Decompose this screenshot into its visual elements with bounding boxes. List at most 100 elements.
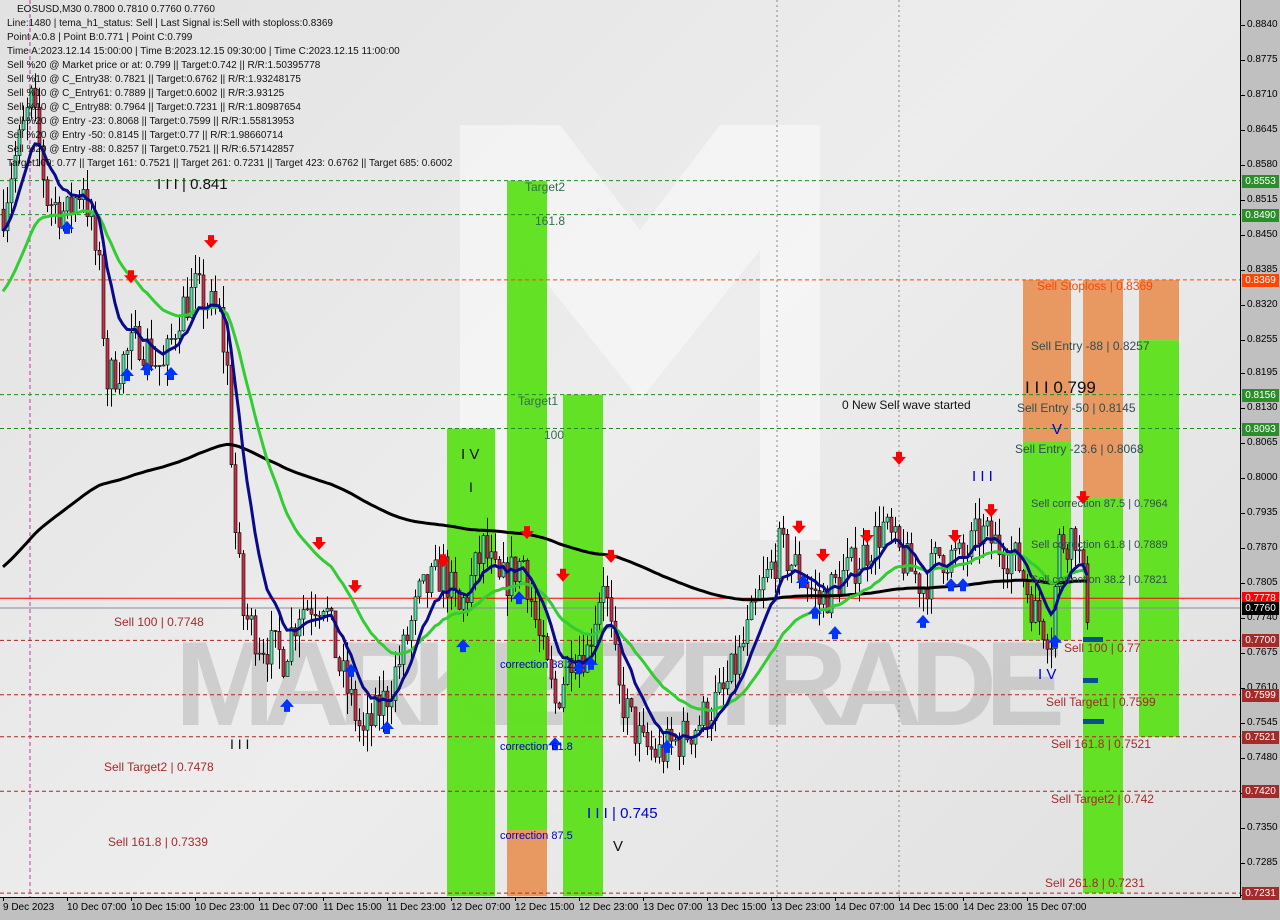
candle <box>1077 535 1082 563</box>
time-tick: 10 Dec 15:00 <box>131 897 191 913</box>
candle <box>397 645 402 679</box>
candle-body <box>1005 568 1010 575</box>
candle-body <box>25 107 30 121</box>
sell-arrow-icon <box>984 504 998 518</box>
candle <box>233 452 238 550</box>
candle-body <box>877 526 882 548</box>
candle-body <box>317 615 322 617</box>
buy-arrow-icon <box>140 362 154 376</box>
candle-body <box>149 338 154 367</box>
candle <box>1029 586 1034 632</box>
candle-body <box>905 543 910 574</box>
candle <box>773 543 778 593</box>
candle-body <box>401 634 406 665</box>
candle <box>377 676 382 731</box>
candle-body <box>817 590 822 605</box>
candle <box>9 162 14 220</box>
candle-body <box>153 365 158 367</box>
fib-zone-green <box>1083 498 1123 894</box>
candle <box>429 562 434 598</box>
signal-arrows <box>60 220 1090 753</box>
candle-body <box>853 547 858 584</box>
candle-body <box>21 120 26 131</box>
candle <box>633 706 638 756</box>
info-line: Line:1480 | tema_h1_status: Sell | Last … <box>7 18 333 29</box>
price-axis[interactable]: 0.8840 0.8775 0.8710 0.8645 0.8580 0.8515 0.84… <box>1241 0 1280 900</box>
candle <box>757 575 762 601</box>
buy-arrow-icon <box>512 591 526 605</box>
candle-body <box>189 287 194 318</box>
candle <box>185 277 190 321</box>
candle <box>109 357 114 407</box>
candle-body <box>221 306 226 353</box>
fib-label: 161.8 <box>535 214 566 228</box>
candle-body <box>797 554 802 580</box>
candle <box>57 196 62 240</box>
candle <box>873 511 878 575</box>
candle-body <box>1041 620 1046 641</box>
price-badge: 0.8156 <box>1242 388 1279 402</box>
chart-plot-area[interactable]: MARKETZITRADE EOSUSD,M30 0.7800 0.7810 0… <box>0 0 1241 898</box>
buy-arrow-icon <box>280 698 294 712</box>
candle-body <box>901 546 906 574</box>
mid-ma-line <box>1 209 1088 713</box>
buy-arrow-icon <box>120 368 134 382</box>
moving-averages <box>1 142 1089 741</box>
candle <box>897 524 902 551</box>
wave-label: I <box>469 479 473 495</box>
candle-body <box>605 586 610 598</box>
candle <box>393 651 398 713</box>
candle <box>281 646 286 679</box>
candle <box>221 286 226 374</box>
candle-body <box>177 330 182 339</box>
candle-body <box>937 547 942 556</box>
candle-body <box>717 682 722 693</box>
candle-body <box>241 553 246 617</box>
candle-body <box>649 746 654 750</box>
time-tick: 14 Dec 15:00 <box>899 897 959 913</box>
sell-arrow-icon <box>816 548 830 562</box>
info-line: Target100: 0.77 || Target 161: 0.7521 ||… <box>7 158 453 169</box>
candle <box>1085 555 1090 630</box>
buy-arrow-icon <box>456 639 470 653</box>
candle-body <box>261 652 266 655</box>
candle <box>309 591 314 636</box>
candle-body <box>769 561 774 570</box>
fib-zone-green <box>507 180 547 831</box>
candle-body <box>465 597 470 603</box>
sell-arrow-icon <box>436 554 450 568</box>
time-tick: 13 Dec 23:00 <box>771 897 831 913</box>
candle <box>549 645 554 689</box>
candle-body <box>601 586 606 603</box>
candle <box>189 268 194 319</box>
candle-body <box>13 155 18 180</box>
candle <box>917 572 922 608</box>
candle <box>129 313 134 370</box>
candle <box>369 703 374 747</box>
candle <box>277 615 282 669</box>
candle-body <box>185 296 190 318</box>
candle-body <box>277 631 282 650</box>
candle-body <box>653 748 658 758</box>
price-badge: 0.8093 <box>1242 422 1279 436</box>
candle <box>461 592 466 622</box>
level-label: Sell 161.8 | 0.7339 <box>108 835 208 849</box>
correction-label: correction 38.2 <box>500 659 573 671</box>
candle-body <box>321 611 326 616</box>
candle-body <box>933 547 938 554</box>
candle-body <box>141 359 146 366</box>
price-tick: 0.8385 <box>1241 264 1278 276</box>
candle-body <box>689 739 694 745</box>
candle-body <box>129 332 134 352</box>
entry-label: Sell Entry -88 | 0.8257 <box>1031 339 1150 353</box>
candle <box>265 637 270 682</box>
candle-body <box>845 557 850 571</box>
candle-body <box>421 574 426 582</box>
candle-body <box>333 610 338 659</box>
buy-arrow-icon <box>344 663 358 677</box>
candle-body <box>1001 554 1006 570</box>
time-tick: 12 Dec 15:00 <box>515 897 575 913</box>
candlestick-chart: MARKETZITRADE <box>0 0 1240 897</box>
candle-body <box>309 608 314 615</box>
candle-body <box>113 359 118 390</box>
